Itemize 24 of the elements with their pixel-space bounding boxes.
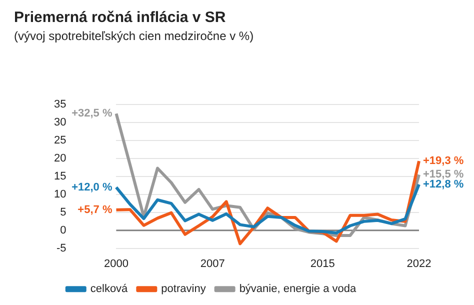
legend-label: bývanie, energie a voda [239,283,357,296]
chart-title: Priemerná ročná inflácia v SR [14,9,226,26]
y-tick-label: 35 [54,98,66,111]
annotation: +19,3 % [423,155,464,168]
y-tick-label: -5 [56,242,66,254]
annotation: +12,8 % [423,178,464,190]
annotation: +32,5 % [72,108,112,120]
annotation: +5,7 % [78,204,112,216]
chart-subtitle: (vývoj spotrebiteľských cien medziročne v %) [14,29,254,43]
annotation: +15,5 % [423,168,464,181]
x-tick-label: 2022 [406,258,432,270]
x-tick-label: 2015 [310,258,335,270]
y-tick-label: 25 [54,134,66,147]
y-tick-label: 5 [60,206,66,218]
annotation: +12,0 % [72,181,112,194]
y-tick-label: 0 [60,224,66,236]
y-tick-label: 15 [54,170,66,183]
y-tick-label: 10 [54,188,66,201]
x-tick-label: 2000 [104,258,128,270]
legend-label: potraviny [161,283,206,296]
y-tick-label: 20 [54,152,66,165]
y-tick-label: 30 [54,116,66,129]
x-tick-label: 2007 [200,258,225,270]
legend-label: celková [90,283,129,296]
